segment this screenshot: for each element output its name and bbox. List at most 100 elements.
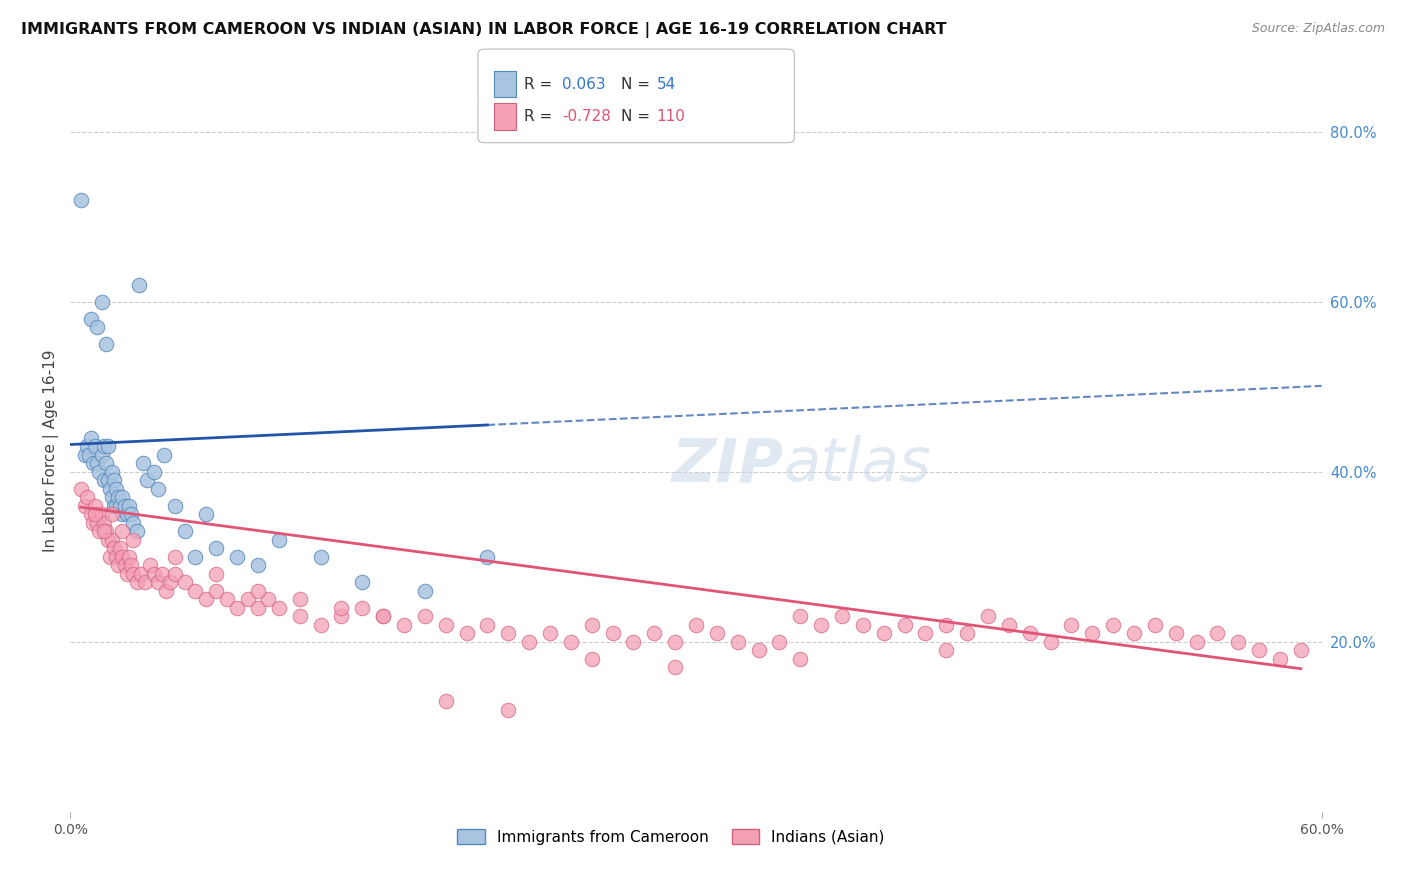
Point — [477, 617, 499, 632]
Point — [236, 592, 259, 607]
Point — [69, 482, 91, 496]
Point — [517, 634, 540, 648]
Text: -0.728: -0.728 — [562, 109, 612, 124]
Point — [69, 193, 91, 207]
Point — [93, 439, 115, 453]
Point — [810, 617, 832, 632]
Point — [97, 439, 120, 453]
Point — [132, 456, 155, 470]
Point — [111, 524, 134, 539]
Point — [77, 448, 100, 462]
Point — [120, 558, 142, 573]
Point — [581, 617, 603, 632]
Point — [1143, 617, 1166, 632]
Point — [121, 533, 145, 547]
Point — [371, 609, 394, 624]
Point — [330, 600, 353, 615]
Point — [120, 507, 142, 521]
Point — [267, 533, 290, 547]
Point — [267, 600, 290, 615]
Point — [247, 558, 270, 573]
Text: 0.063: 0.063 — [562, 77, 606, 92]
Point — [90, 507, 112, 521]
Point — [1249, 643, 1271, 657]
Point — [1102, 617, 1125, 632]
Point — [748, 643, 770, 657]
Point — [1164, 626, 1187, 640]
Point — [82, 516, 104, 530]
Point — [111, 549, 134, 564]
Point — [115, 507, 138, 521]
Point — [288, 592, 311, 607]
Point — [498, 703, 520, 717]
Point — [956, 626, 979, 640]
Point — [977, 609, 1000, 624]
Point — [498, 626, 520, 640]
Point — [1289, 643, 1312, 657]
Point — [413, 583, 436, 598]
Point — [129, 566, 152, 581]
Point — [128, 277, 150, 292]
Point — [107, 490, 129, 504]
Point — [103, 473, 125, 487]
Point — [215, 592, 238, 607]
Point — [82, 456, 104, 470]
Point — [226, 549, 249, 564]
Point — [86, 516, 108, 530]
Point — [1081, 626, 1104, 640]
Point — [121, 516, 145, 530]
Point — [184, 549, 207, 564]
Text: atlas: atlas — [783, 435, 931, 494]
Point — [205, 541, 228, 556]
Point — [1268, 651, 1291, 665]
Point — [163, 566, 186, 581]
Point — [84, 507, 107, 521]
Point — [73, 499, 96, 513]
Point — [184, 583, 207, 598]
Point — [434, 694, 457, 708]
Point — [76, 439, 98, 453]
Point — [159, 575, 181, 590]
Point — [685, 617, 707, 632]
Point — [105, 549, 128, 564]
Point — [155, 583, 177, 598]
Point — [1060, 617, 1083, 632]
Point — [80, 431, 103, 445]
Point — [621, 634, 644, 648]
Text: N =: N = — [621, 109, 655, 124]
Point — [110, 541, 132, 556]
Point — [330, 609, 353, 624]
Point — [84, 439, 107, 453]
Point — [80, 311, 103, 326]
Point — [226, 600, 249, 615]
Point — [86, 320, 108, 334]
Point — [105, 499, 128, 513]
Point — [97, 533, 120, 547]
Point — [111, 507, 134, 521]
Point — [142, 566, 165, 581]
Point — [560, 634, 582, 648]
Point — [146, 482, 169, 496]
Text: 54: 54 — [657, 77, 676, 92]
Text: R =: R = — [524, 77, 558, 92]
Point — [80, 507, 103, 521]
Text: ZIP: ZIP — [672, 435, 783, 494]
Point — [90, 448, 112, 462]
Point — [107, 558, 129, 573]
Point — [1122, 626, 1144, 640]
Point — [118, 549, 141, 564]
Point — [121, 566, 145, 581]
Point — [768, 634, 790, 648]
Point — [893, 617, 915, 632]
Point — [352, 575, 374, 590]
Point — [1039, 634, 1062, 648]
Point — [247, 600, 270, 615]
Point — [174, 575, 197, 590]
Point — [94, 456, 117, 470]
Text: 110: 110 — [657, 109, 686, 124]
Point — [150, 566, 173, 581]
Point — [146, 575, 169, 590]
Point — [643, 626, 665, 640]
Point — [352, 600, 374, 615]
Point — [247, 583, 270, 598]
